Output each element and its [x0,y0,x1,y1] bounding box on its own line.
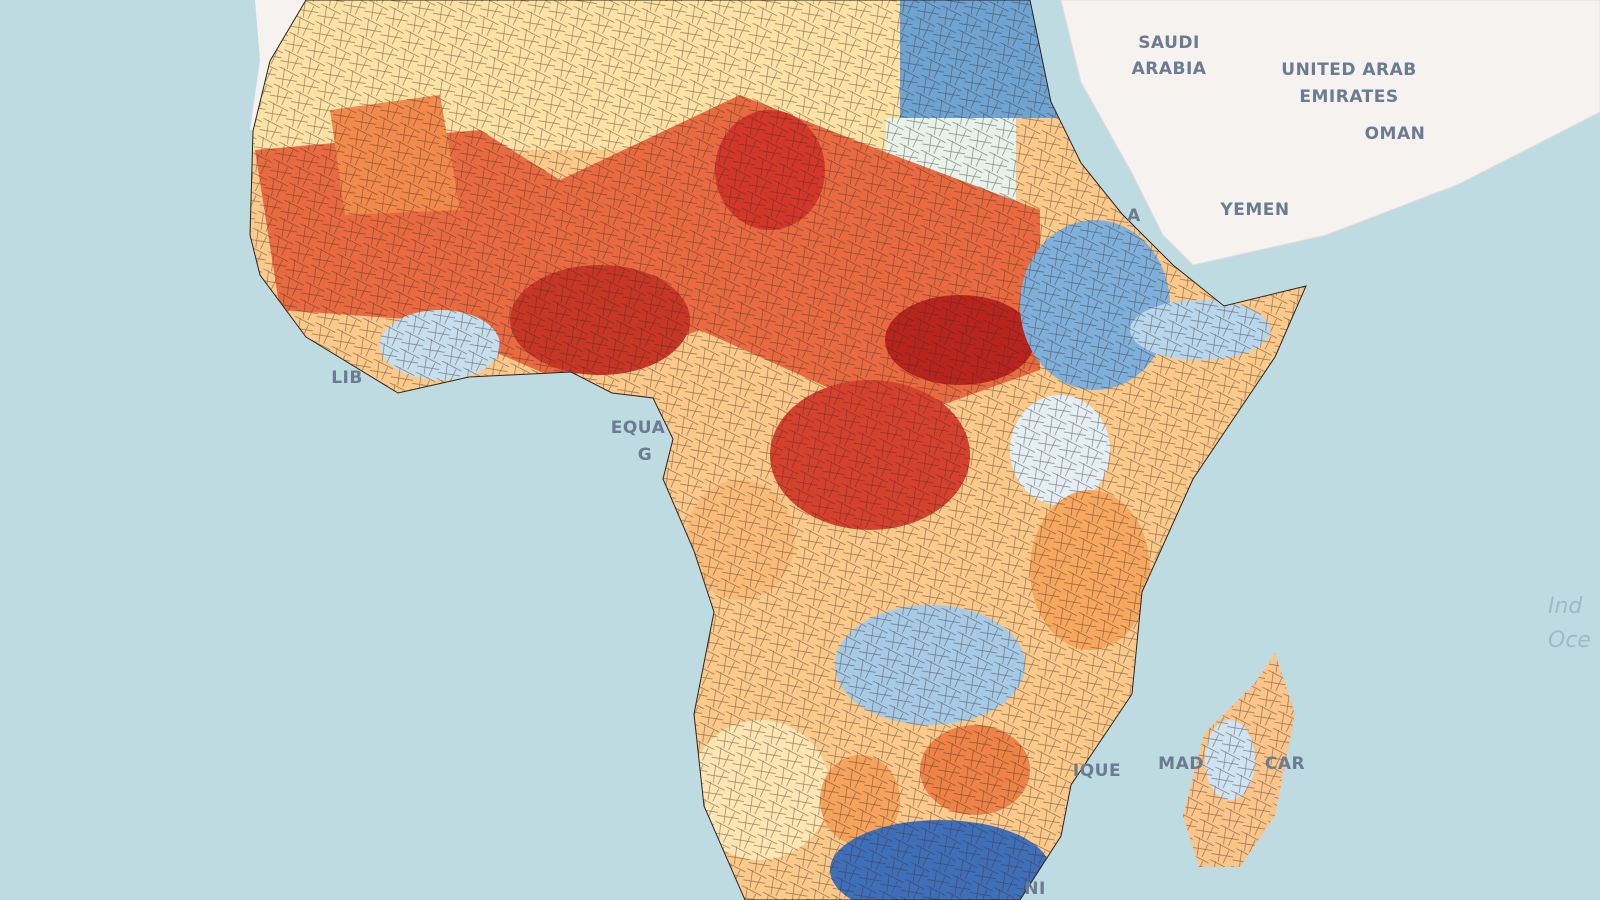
country-label: EQUA [611,418,666,438]
country-label: OMAN [1365,124,1426,144]
country-label: YEMEN [1219,200,1289,220]
country-label: NI [1024,879,1046,899]
country-label: UNITED ARAB [1281,60,1416,80]
country-label: SAUDI [1138,33,1200,53]
country-label: CAR [1265,754,1305,774]
country-label: EMIRATES [1299,87,1398,107]
country-label: IQUE [1073,761,1121,781]
country-label: ARABIA [1132,59,1207,79]
ocean-label: Oce [1548,628,1591,653]
northwest-land [250,0,310,130]
africa-outline [249,0,1307,900]
country-label: MAD [1158,754,1204,774]
country-label: LIB [331,368,363,388]
country-label: G [638,445,652,465]
arabia-land [1060,0,1600,266]
ocean-label: Ind [1548,594,1583,619]
country-label: A [1127,206,1141,226]
